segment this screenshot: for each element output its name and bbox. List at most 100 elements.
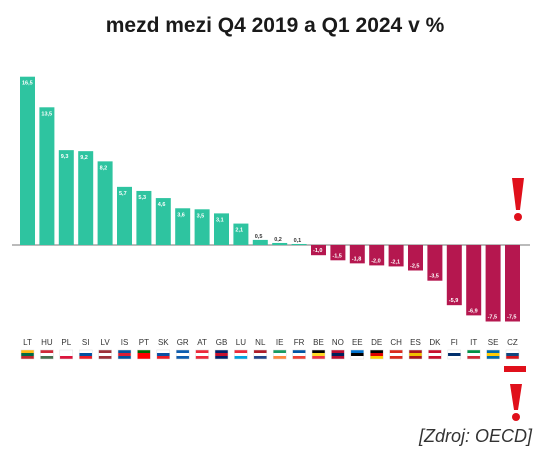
tick-label-sk: SK bbox=[158, 338, 169, 347]
bar-de bbox=[369, 245, 385, 266]
bar-is bbox=[117, 186, 132, 245]
flag-cz-icon bbox=[505, 349, 520, 360]
flag-ie-icon bbox=[272, 349, 287, 360]
tick-label-gr: GR bbox=[177, 338, 189, 347]
tick-label-hu: HU bbox=[41, 338, 53, 347]
tick-label-ie: IE bbox=[276, 338, 284, 347]
flag-sk-icon bbox=[156, 349, 171, 360]
tick-label-at: AT bbox=[197, 338, 207, 347]
flag-lt-icon bbox=[20, 349, 35, 360]
bar-value-label: 5,3 bbox=[138, 195, 146, 201]
tick-label-cz: CZ bbox=[507, 338, 518, 347]
bar-value-label: 3,1 bbox=[216, 217, 224, 223]
tick-label-fr: FR bbox=[294, 338, 305, 347]
flag-gb-icon bbox=[214, 349, 229, 360]
bar-value-label: 0,5 bbox=[255, 234, 263, 240]
tick-label-lu: LU bbox=[236, 338, 246, 347]
flag-fi-icon bbox=[447, 349, 462, 360]
chart-title: mezd mezi Q4 2019 a Q1 2024 v % bbox=[105, 14, 445, 37]
flag-ee-icon bbox=[350, 349, 365, 360]
flag-de-icon bbox=[369, 349, 384, 360]
bar-cz bbox=[505, 245, 520, 322]
flag-dk-icon bbox=[428, 349, 442, 360]
flag-pl-icon bbox=[59, 349, 74, 360]
alert-exclamation-bottom-icon bbox=[510, 384, 522, 421]
bar-it bbox=[466, 245, 482, 316]
tick-label-se: SE bbox=[488, 338, 499, 347]
bar-value-label: -1,8 bbox=[352, 256, 361, 262]
bar-value-label: 3,6 bbox=[177, 212, 185, 218]
bar-at bbox=[194, 209, 210, 245]
tick-label-pt: PT bbox=[139, 338, 149, 347]
tick-label-is: IS bbox=[121, 338, 129, 347]
tick-label-es: ES bbox=[410, 338, 421, 347]
source-note: [Zdroj: OECD] bbox=[418, 426, 532, 446]
bar-es bbox=[408, 245, 423, 271]
tick-label-fi: FI bbox=[451, 338, 458, 347]
flag-es-icon bbox=[408, 349, 423, 360]
flag-hu-icon bbox=[40, 349, 54, 360]
bar-value-label: 0,1 bbox=[294, 238, 302, 244]
bar-value-label: -7,5 bbox=[507, 315, 516, 321]
bar-lu bbox=[233, 223, 249, 245]
flag-it-icon bbox=[466, 349, 481, 360]
bar-value-label: -1,0 bbox=[313, 248, 322, 254]
tick-label-no: NO bbox=[332, 338, 344, 347]
bar-gb bbox=[214, 213, 229, 245]
bar-value-label: 5,7 bbox=[119, 191, 127, 197]
bar-value-label: 2,1 bbox=[235, 228, 243, 234]
tick-label-si: SI bbox=[82, 338, 90, 347]
cz-highlight-bar bbox=[504, 366, 526, 372]
tick-label-nl: NL bbox=[255, 338, 266, 347]
bar-value-label: 9,2 bbox=[80, 155, 88, 161]
bar-value-label: -2,5 bbox=[410, 264, 419, 270]
bar-fi bbox=[446, 245, 462, 306]
bar-hu bbox=[39, 107, 55, 245]
alert-exclamation-top-icon bbox=[512, 178, 524, 221]
bars-group: 16,5 13,5 9,3 9,2 8,2 5,7 5,3 4,6 3,6 3,5 3,1 2,1 0,… bbox=[20, 76, 520, 322]
bar-be bbox=[311, 245, 326, 256]
bar-value-label: 4,6 bbox=[158, 202, 166, 208]
bar-value-label: -1,5 bbox=[332, 253, 341, 259]
bar-lt bbox=[20, 76, 35, 245]
bar-value-label: 16,5 bbox=[22, 81, 33, 87]
tick-label-it: IT bbox=[470, 338, 477, 347]
bar-ee bbox=[349, 245, 365, 264]
tick-label-ch: CH bbox=[390, 338, 402, 347]
flag-se-icon bbox=[486, 349, 500, 360]
bar-si bbox=[78, 151, 94, 245]
flag-lv-icon bbox=[98, 349, 112, 360]
ticks-group: LT HU PL SI LV IS PT SK GR AT GB LU NL IE FR BE NO EE DE CH… bbox=[23, 338, 518, 347]
bar-value-label: -3,5 bbox=[429, 274, 438, 280]
bar-sk bbox=[155, 198, 171, 245]
bar-value-label: -5,9 bbox=[449, 298, 458, 304]
tick-label-pl: PL bbox=[61, 338, 71, 347]
bar-value-label: 13,5 bbox=[41, 111, 52, 117]
flag-fr-icon bbox=[292, 349, 306, 360]
bar-value-label: 0,2 bbox=[274, 237, 282, 243]
tick-label-lt: LT bbox=[23, 338, 32, 347]
flag-no-icon bbox=[331, 349, 345, 360]
bar-dk bbox=[427, 245, 443, 281]
bar-value-label: -2,1 bbox=[391, 259, 400, 265]
bar-se bbox=[485, 245, 501, 322]
bar-value-label: 3,5 bbox=[197, 213, 205, 219]
tick-label-de: DE bbox=[371, 338, 382, 347]
bar-pt bbox=[136, 190, 152, 245]
flag-nl-icon bbox=[253, 349, 268, 360]
tick-label-ee: EE bbox=[352, 338, 363, 347]
bar-gr bbox=[175, 208, 191, 245]
tick-label-lv: LV bbox=[100, 338, 110, 347]
bar-nl bbox=[252, 239, 268, 245]
bar-pl bbox=[58, 150, 74, 245]
flag-gr-icon bbox=[175, 349, 190, 360]
flag-is-icon bbox=[117, 349, 132, 360]
bar-value-label: -2,0 bbox=[371, 258, 380, 264]
bar-lv bbox=[97, 161, 113, 245]
flag-si-icon bbox=[78, 349, 93, 360]
bar-ie bbox=[272, 242, 288, 245]
flags-group bbox=[20, 349, 520, 360]
tick-label-dk: DK bbox=[429, 338, 441, 347]
flag-be-icon bbox=[311, 349, 326, 360]
